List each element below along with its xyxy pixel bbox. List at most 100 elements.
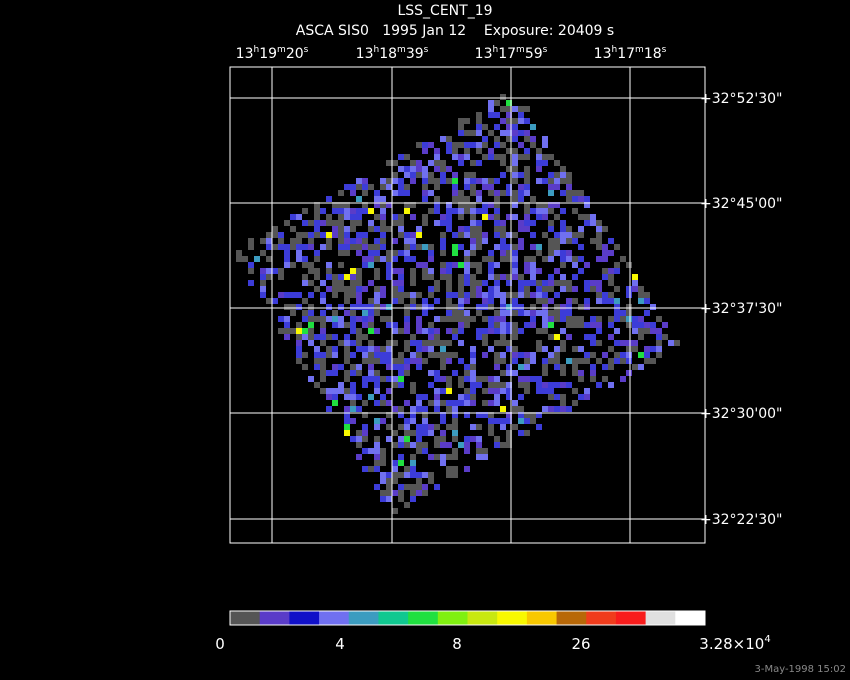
pixel (614, 262, 620, 268)
pixel (548, 334, 554, 340)
pixel (272, 268, 278, 274)
pixel (518, 364, 524, 370)
pixel (518, 172, 524, 178)
pixel (422, 472, 428, 478)
pixel (404, 316, 410, 322)
pixel (512, 160, 518, 166)
pixel (626, 358, 632, 364)
pixel (554, 178, 560, 184)
pixel (482, 388, 488, 394)
pixel (506, 106, 512, 112)
pixel (392, 376, 398, 382)
pixel (416, 472, 422, 478)
pixel (284, 250, 290, 256)
pixel (632, 328, 638, 334)
pixel (398, 220, 404, 226)
pixel (368, 376, 374, 382)
pixel (470, 400, 476, 406)
pixel (326, 370, 332, 376)
pixel (434, 148, 440, 154)
pixel (368, 364, 374, 370)
colorbar-label-part: 26 (571, 635, 590, 653)
pixel (554, 244, 560, 250)
pixel (440, 454, 446, 460)
pixel (404, 190, 410, 196)
pixel (404, 238, 410, 244)
pixel (302, 316, 308, 322)
pixel (554, 358, 560, 364)
pixel (626, 262, 632, 268)
pixel (404, 328, 410, 334)
pixel (308, 340, 314, 346)
pixel (404, 418, 410, 424)
pixel (590, 280, 596, 286)
pixel (506, 430, 512, 436)
pixel (518, 112, 524, 118)
pixel (476, 328, 482, 334)
pixel (476, 220, 482, 226)
pixel (416, 232, 422, 238)
pixel (356, 208, 362, 214)
pixel (440, 274, 446, 280)
pixel (494, 364, 500, 370)
pixel (446, 202, 452, 208)
pixel (452, 472, 458, 478)
pixel (488, 292, 494, 298)
pixel (266, 244, 272, 250)
pixel (428, 346, 434, 352)
pixel (380, 220, 386, 226)
pixel (548, 184, 554, 190)
pixel (542, 364, 548, 370)
pixel (662, 322, 668, 328)
pixel (344, 370, 350, 376)
pixel (560, 280, 566, 286)
pixel (392, 478, 398, 484)
pixel (332, 232, 338, 238)
pixel (542, 202, 548, 208)
pixel (344, 358, 350, 364)
pixel (584, 202, 590, 208)
pixel (314, 202, 320, 208)
pixel (554, 232, 560, 238)
pixel (374, 400, 380, 406)
pixel (458, 292, 464, 298)
pixel (362, 316, 368, 322)
pixel (302, 232, 308, 238)
pixel (434, 316, 440, 322)
pixel (476, 382, 482, 388)
pixel (356, 304, 362, 310)
pixel (482, 136, 488, 142)
pixel (572, 370, 578, 376)
pixel (542, 214, 548, 220)
colorbar-label-part: 4 (764, 634, 770, 645)
pixel (488, 412, 494, 418)
pixel (572, 196, 578, 202)
pixel (368, 304, 374, 310)
pixel (488, 184, 494, 190)
pixel (260, 268, 266, 274)
pixel (416, 400, 422, 406)
pixel (248, 238, 254, 244)
pixel (572, 358, 578, 364)
pixel (434, 352, 440, 358)
pixel (440, 220, 446, 226)
colorbar-swatch (378, 611, 409, 625)
pixel (494, 388, 500, 394)
pixel (548, 352, 554, 358)
pixel (458, 274, 464, 280)
pixel (302, 208, 308, 214)
pixel (632, 286, 638, 292)
pixel (446, 472, 452, 478)
pixel (416, 352, 422, 358)
pixel (554, 352, 560, 358)
pixel (596, 322, 602, 328)
pixel (302, 298, 308, 304)
pixel (266, 238, 272, 244)
pixel (248, 244, 254, 250)
pixel (488, 178, 494, 184)
pixel (602, 268, 608, 274)
pixel (524, 148, 530, 154)
pixel (548, 280, 554, 286)
pixel (632, 364, 638, 370)
pixel (584, 196, 590, 202)
